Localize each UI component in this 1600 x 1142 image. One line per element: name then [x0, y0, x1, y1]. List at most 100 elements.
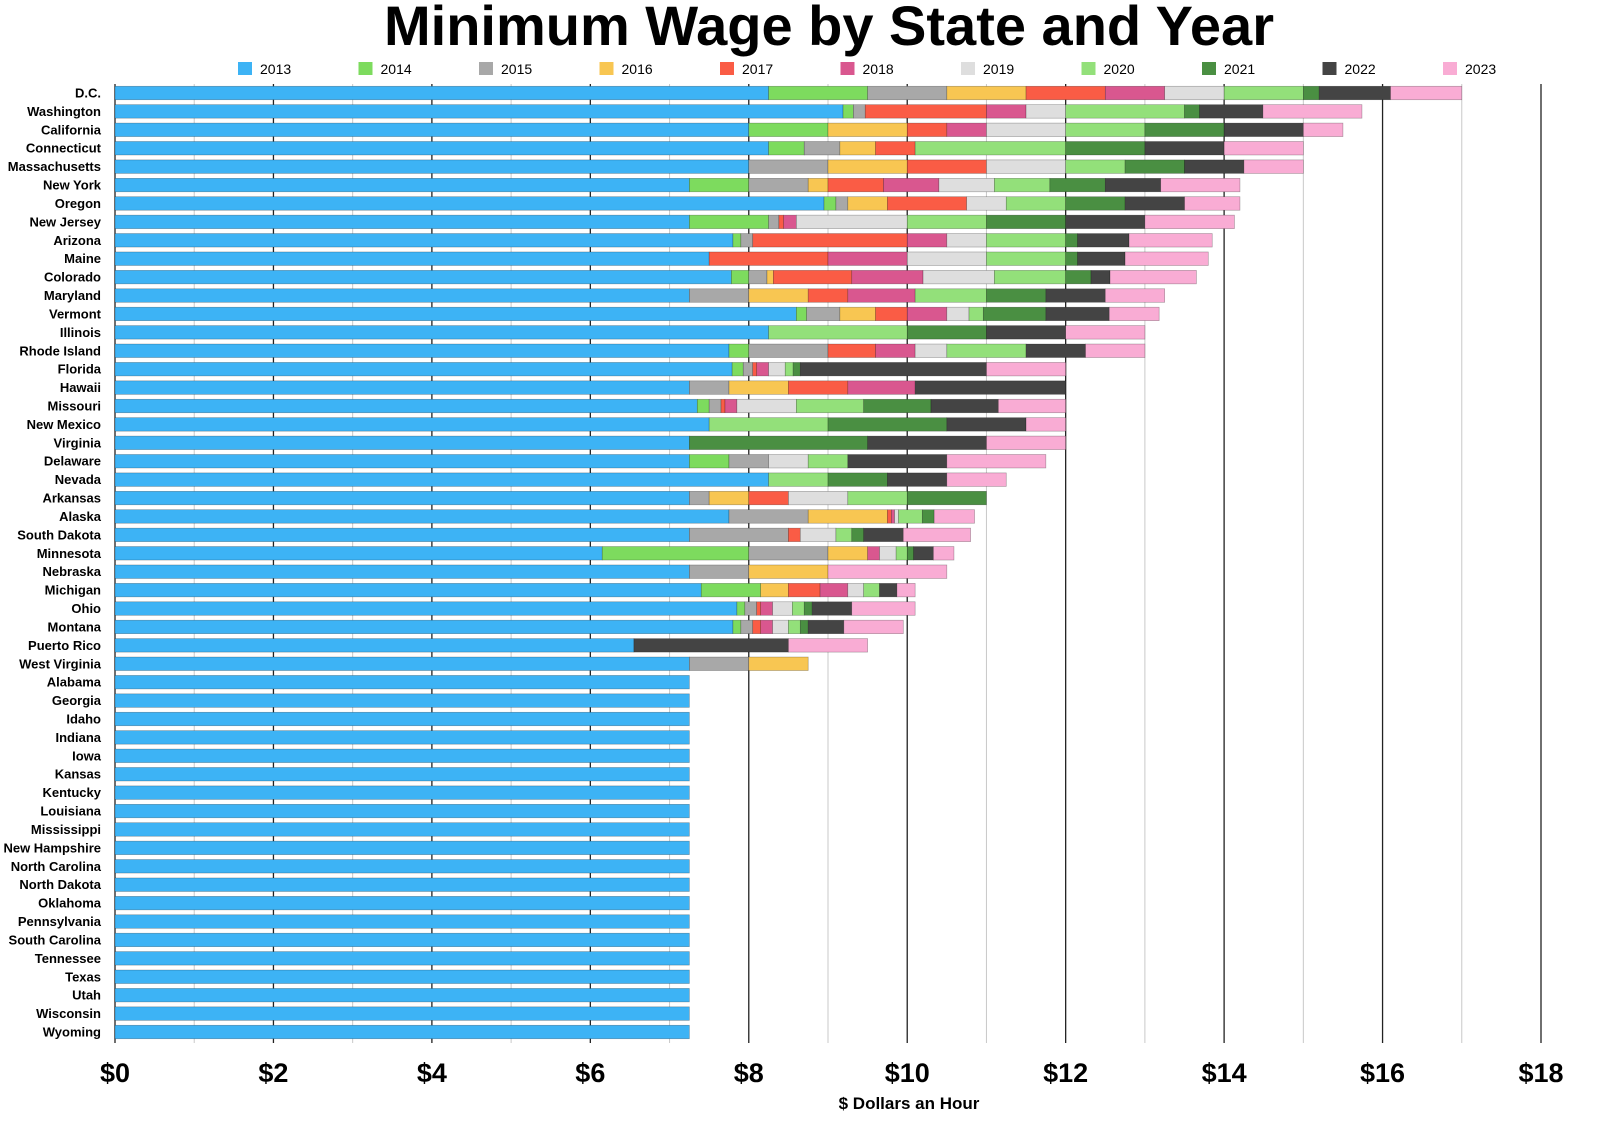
bar-segment-2017 — [788, 380, 849, 395]
state-label: Kentucky — [42, 785, 101, 800]
bar-segment-2013 — [114, 767, 690, 782]
bar-segment-2019 — [796, 214, 908, 229]
legend-label: 2013 — [260, 61, 291, 77]
bar-segment-2016 — [807, 178, 829, 193]
bar-segment-2015 — [728, 454, 769, 469]
bar-segment-2013 — [114, 343, 730, 358]
bar-segment-2022 — [1090, 270, 1111, 285]
bar-segment-2023 — [1144, 214, 1235, 229]
bar-segment-2022 — [1025, 343, 1086, 358]
bar-segment-2013 — [114, 564, 690, 579]
bar-segment-2013 — [114, 859, 690, 874]
state-label: Missouri — [48, 399, 101, 414]
bar-segment-2018 — [986, 104, 1027, 119]
state-label: Arkansas — [42, 491, 101, 506]
bar-segment-2022 — [1077, 233, 1130, 248]
bar-segment-2015 — [689, 656, 750, 671]
bar-segment-2021 — [1124, 159, 1185, 174]
bar-segment-2017 — [827, 343, 876, 358]
x-tick-label: $2 — [258, 1058, 288, 1088]
bar-segment-2015 — [728, 509, 809, 524]
bar-segment-2022 — [887, 472, 948, 487]
bar-segment-2016 — [748, 288, 809, 303]
state-label: Vermont — [49, 306, 102, 321]
x-tick-label: $16 — [1360, 1058, 1405, 1088]
bar-segment-2017 — [752, 362, 758, 377]
bar-segment-2019 — [1025, 104, 1066, 119]
state-label: Georgia — [52, 693, 102, 708]
bar-segment-2022 — [930, 398, 999, 414]
bar-segment-2014 — [728, 343, 750, 358]
bar-segment-2021 — [1303, 85, 1320, 101]
bar-segment-2020 — [914, 141, 1066, 156]
bar-segment-2014 — [689, 178, 750, 193]
bar-segment-2015 — [748, 343, 829, 358]
bar-segment-2019 — [772, 619, 789, 634]
bar-segment-2020 — [768, 472, 829, 487]
bar-segment-2016 — [748, 656, 809, 671]
bar-segment-2018 — [724, 398, 738, 414]
bar-segment-2021 — [827, 472, 888, 487]
bar-segment-2020 — [863, 583, 880, 598]
state-label: Minnesota — [37, 546, 102, 561]
state-label: Connecticut — [26, 141, 102, 156]
bar-segment-2015 — [806, 306, 841, 321]
bar-segment-2015 — [768, 214, 780, 229]
bar-segment-2018 — [847, 380, 916, 395]
state-label: Wisconsin — [36, 1006, 101, 1021]
bar-segment-2013 — [114, 1024, 690, 1040]
bar-segment-2022 — [1045, 306, 1110, 321]
bar-segment-2013 — [114, 804, 690, 819]
state-label: Massachusetts — [8, 159, 101, 174]
legend-label: 2018 — [863, 61, 894, 77]
bar-segment-2021 — [803, 601, 813, 616]
state-label: Ohio — [71, 601, 101, 616]
bar-segment-2018 — [756, 362, 769, 377]
bar-segment-2019 — [906, 251, 987, 266]
bar-segment-2020 — [994, 270, 1066, 285]
state-label: Michigan — [45, 583, 101, 598]
bar-segment-2014 — [689, 454, 730, 469]
bar-segment-2023 — [933, 509, 975, 524]
bar-segment-2017 — [708, 251, 829, 266]
bar-segment-2018 — [760, 601, 773, 616]
bar-segment-2018 — [875, 343, 916, 358]
bar-segment-2023 — [1160, 178, 1241, 193]
bar-segment-2013 — [114, 362, 733, 377]
bar-segment-2017 — [887, 196, 967, 211]
bar-segment-2015 — [689, 380, 730, 395]
bar-segment-2023 — [788, 638, 868, 653]
bar-segment-2023 — [986, 362, 1066, 377]
bar-segment-2021 — [921, 509, 935, 524]
state-label: Tennessee — [35, 951, 101, 966]
x-tick-label: $18 — [1518, 1058, 1563, 1088]
bar-segment-2017 — [864, 104, 987, 119]
bar-segment-2014 — [748, 122, 829, 137]
bar-segment-2023 — [1104, 288, 1165, 303]
bar-segment-2013 — [114, 583, 702, 598]
state-label: Louisiana — [40, 804, 101, 819]
bar-segment-2013 — [114, 896, 690, 911]
bar-segment-2015 — [748, 159, 829, 174]
state-label: Mississippi — [31, 822, 101, 837]
legend-label: 2014 — [381, 61, 412, 77]
state-label: Texas — [65, 969, 101, 984]
bar-segment-2014 — [696, 398, 710, 414]
bar-segment-2016 — [946, 85, 1027, 101]
bar-segment-2018 — [851, 270, 924, 285]
bar-segment-2019 — [879, 546, 897, 561]
bar-segment-2013 — [114, 417, 710, 432]
legend-swatch — [479, 62, 493, 75]
bar-segment-2015 — [835, 196, 849, 211]
bar-segment-2013 — [114, 914, 690, 929]
bar-segment-2013 — [114, 472, 769, 487]
bar-segment-2018 — [827, 251, 908, 266]
bar-segment-2023 — [1065, 325, 1146, 340]
bar-segment-2020 — [768, 325, 908, 340]
bar-segment-2013 — [114, 527, 690, 542]
state-label: New Hampshire — [3, 840, 101, 855]
bar-segment-2018 — [867, 546, 880, 561]
bar-segment-2023 — [1085, 343, 1146, 358]
bar-segment-2013 — [114, 601, 738, 616]
state-label: Florida — [58, 362, 102, 377]
